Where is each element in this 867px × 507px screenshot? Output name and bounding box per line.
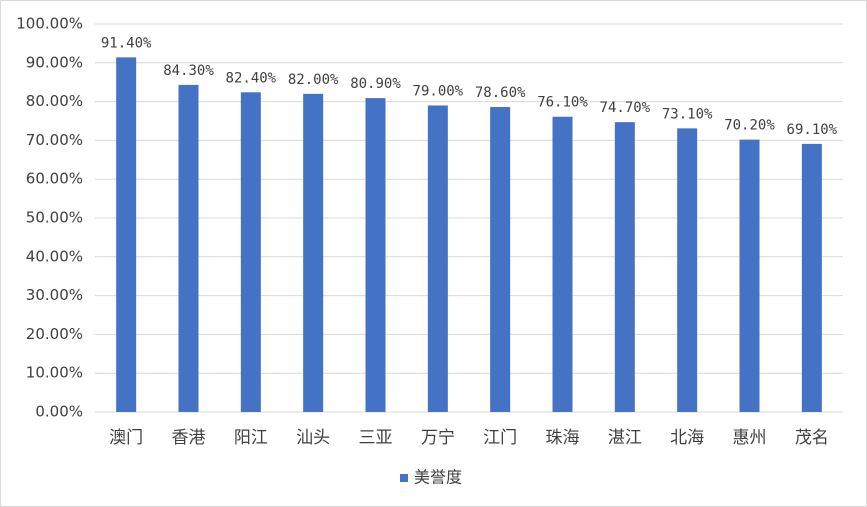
bar (365, 98, 386, 412)
x-tick-label: 茂名 (795, 428, 829, 448)
data-label: 80.90% (350, 76, 401, 92)
y-tick-label: 100.00% (16, 15, 83, 33)
bar (677, 128, 698, 412)
bar (240, 92, 261, 413)
legend-swatch (400, 474, 408, 482)
x-tick-label: 江门 (483, 428, 517, 448)
x-tick-label: 三亚 (359, 428, 393, 448)
x-tick-label: 惠州 (733, 428, 767, 448)
x-tick-label: 珠海 (546, 428, 580, 448)
data-label: 70.20% (724, 118, 775, 134)
bar (427, 105, 448, 412)
y-tick-label: 10.00% (26, 364, 83, 382)
x-tick-label: 香港 (172, 428, 206, 448)
x-tick-label: 湛江 (608, 428, 642, 448)
y-tick-label: 80.00% (26, 92, 83, 110)
y-tick-label: 50.00% (26, 209, 83, 227)
data-label: 78.60% (475, 85, 526, 101)
data-label: 82.40% (226, 70, 277, 86)
bar (116, 57, 137, 412)
data-label: 73.10% (662, 106, 713, 122)
data-label: 79.00% (413, 83, 464, 99)
y-tick-label: 70.00% (26, 131, 83, 149)
x-tick-label: 万宁 (421, 428, 455, 448)
y-tick-label: 0.00% (35, 403, 83, 421)
legend-label: 美誉度 (414, 468, 462, 487)
bar (490, 107, 511, 413)
y-tick-label: 30.00% (26, 286, 83, 304)
y-tick-label: 20.00% (26, 325, 83, 343)
x-tick-label: 汕头 (296, 428, 330, 448)
x-tick-label: 北海 (670, 428, 704, 448)
data-label: 69.10% (787, 122, 838, 138)
bar (303, 93, 324, 412)
data-label: 76.10% (537, 95, 588, 111)
x-tick-label: 澳门 (109, 428, 143, 448)
y-tick-label: 60.00% (26, 170, 83, 188)
bar (614, 122, 635, 412)
bar (552, 116, 573, 413)
bar (801, 143, 822, 412)
data-label: 91.40% (101, 35, 152, 51)
x-tick-label: 阳江 (234, 428, 268, 448)
bar (739, 139, 760, 412)
y-tick-label: 90.00% (26, 53, 83, 71)
data-label: 74.70% (600, 100, 651, 116)
data-label: 84.30% (163, 63, 214, 79)
y-tick-label: 40.00% (26, 247, 83, 265)
bar (178, 84, 199, 412)
data-label: 82.00% (288, 72, 339, 88)
